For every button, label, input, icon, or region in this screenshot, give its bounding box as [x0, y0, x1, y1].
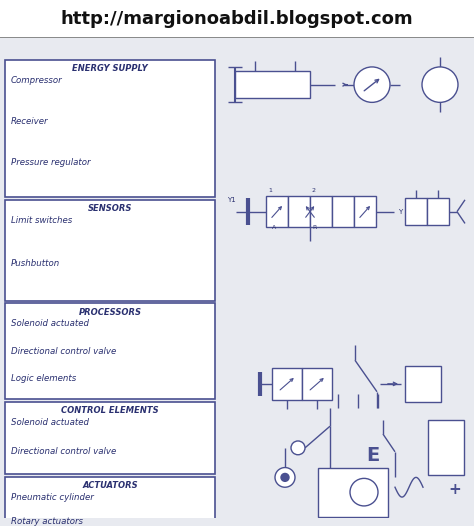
- Text: A: A: [272, 225, 276, 230]
- Bar: [5, 304, 215, 399]
- Text: R: R: [312, 225, 316, 230]
- Text: Pressure regulator: Pressure regulator: [11, 158, 91, 167]
- Circle shape: [291, 441, 305, 455]
- Bar: [354, 196, 376, 227]
- Text: E: E: [366, 446, 380, 465]
- Circle shape: [275, 468, 295, 487]
- Bar: [302, 368, 332, 400]
- Text: ACTUATORS: ACTUATORS: [82, 481, 138, 490]
- Bar: [5, 402, 215, 474]
- Bar: [332, 196, 354, 227]
- Bar: [266, 196, 288, 227]
- Bar: [5, 200, 215, 301]
- Text: Logic elements: Logic elements: [11, 374, 76, 383]
- Text: http://margionoabdil.blogspot.com: http://margionoabdil.blogspot.com: [61, 9, 413, 28]
- Text: Rotary actuators: Rotary actuators: [11, 517, 83, 526]
- Circle shape: [281, 473, 289, 481]
- Bar: [428, 420, 464, 476]
- Bar: [310, 196, 332, 227]
- Text: SENSORS: SENSORS: [88, 204, 132, 213]
- Text: Y: Y: [398, 209, 402, 215]
- Bar: [405, 198, 427, 226]
- Text: Pneumatic cylinder: Pneumatic cylinder: [11, 493, 94, 502]
- Bar: [0, 0, 474, 37]
- Text: Solenoid actuated: Solenoid actuated: [11, 319, 89, 328]
- Text: Pushbutton: Pushbutton: [11, 259, 60, 268]
- Bar: [405, 366, 441, 401]
- Text: Receiver: Receiver: [11, 117, 48, 126]
- Text: PROCESSORS: PROCESSORS: [79, 308, 142, 317]
- Bar: [5, 60, 215, 197]
- Text: Y1: Y1: [227, 197, 236, 203]
- Bar: [235, 71, 310, 98]
- Text: +: +: [448, 482, 461, 497]
- Text: Solenoid actuated: Solenoid actuated: [11, 418, 89, 427]
- Text: 1: 1: [268, 188, 272, 193]
- Text: 2: 2: [312, 188, 316, 193]
- Text: Limit switches: Limit switches: [11, 216, 72, 225]
- Bar: [272, 368, 302, 400]
- Text: ENERGY SUPPLY: ENERGY SUPPLY: [72, 65, 148, 74]
- Bar: [318, 468, 388, 517]
- Bar: [427, 198, 449, 226]
- Circle shape: [350, 478, 378, 506]
- Circle shape: [422, 67, 458, 103]
- Bar: [288, 196, 310, 227]
- Text: Directional control valve: Directional control valve: [11, 447, 116, 456]
- Text: Directional control valve: Directional control valve: [11, 347, 116, 356]
- Bar: [5, 477, 215, 526]
- Text: Compressor: Compressor: [11, 76, 63, 85]
- Circle shape: [354, 67, 390, 103]
- Text: CONTROL ELEMENTS: CONTROL ELEMENTS: [61, 406, 159, 415]
